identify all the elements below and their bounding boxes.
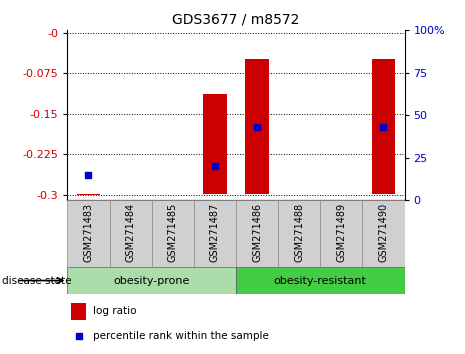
Bar (152, 200, 194, 267)
Text: GSM271485: GSM271485 (168, 203, 178, 262)
Text: disease state: disease state (2, 275, 72, 286)
Text: GSM271483: GSM271483 (84, 203, 93, 262)
Bar (110, 200, 152, 267)
Bar (236, 200, 278, 267)
Bar (372, 59, 395, 194)
Text: GSM271490: GSM271490 (379, 203, 388, 262)
Text: GSM271484: GSM271484 (126, 203, 136, 262)
Bar (278, 200, 320, 267)
Text: obesity-prone: obesity-prone (113, 275, 190, 286)
Bar (67, 267, 236, 294)
Bar (71, 303, 86, 320)
Text: GSM271486: GSM271486 (252, 203, 262, 262)
Text: GSM271487: GSM271487 (210, 203, 220, 262)
Text: GSM271489: GSM271489 (336, 203, 346, 262)
Bar (194, 200, 236, 267)
Text: percentile rank within the sample: percentile rank within the sample (93, 331, 269, 341)
Bar (67, 200, 110, 267)
Text: GSM271488: GSM271488 (294, 203, 304, 262)
Bar (203, 94, 226, 194)
Bar (320, 200, 362, 267)
Bar (362, 200, 405, 267)
Bar (246, 59, 269, 194)
Title: GDS3677 / m8572: GDS3677 / m8572 (173, 12, 299, 26)
Text: obesity-resistant: obesity-resistant (274, 275, 367, 286)
Bar (236, 267, 405, 294)
Bar (77, 194, 100, 195)
Text: log ratio: log ratio (93, 306, 136, 316)
